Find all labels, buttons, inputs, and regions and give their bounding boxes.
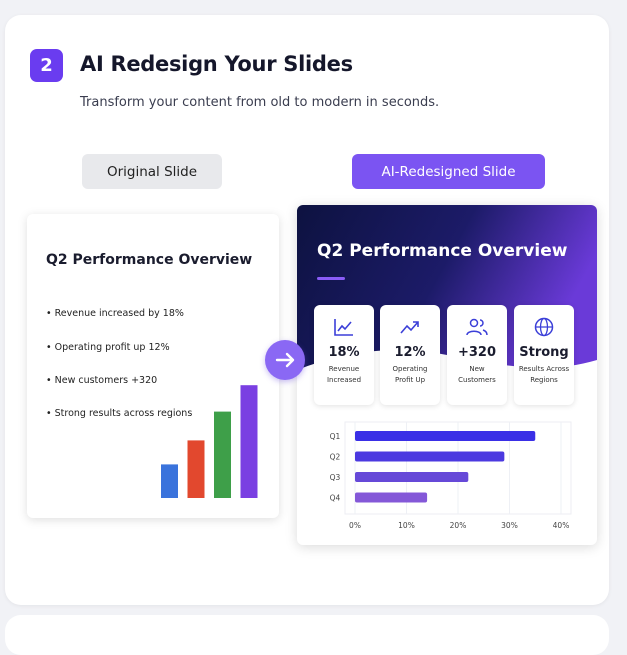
y-tick-label: Q4 — [330, 494, 341, 503]
bullet: • Revenue increased by 18% — [46, 308, 184, 319]
stat-label: Results Across Regions — [518, 365, 570, 384]
stat-card: Strong Results Across Regions — [514, 305, 574, 405]
bar — [240, 385, 258, 498]
stat-card: 18% Revenue Increased — [314, 305, 374, 405]
page: AI Redesign Your Slides { "step": "2", "… — [5, 15, 609, 655]
stat-card: +320 New Customers — [447, 305, 507, 405]
stat-value: +320 — [457, 345, 497, 360]
bullet: • Strong results across regions — [46, 408, 192, 419]
y-tick-label: Q1 — [330, 432, 341, 441]
x-tick-label: 30% — [501, 521, 518, 530]
stat-value: Strong — [519, 345, 569, 360]
next-card — [5, 615, 609, 655]
arrow-icon — [275, 352, 295, 368]
icon — [466, 318, 488, 336]
slide-title: Q2 Performance Overview — [317, 241, 568, 261]
slide-title: Q2 Performance Overview — [46, 252, 253, 268]
bar — [355, 492, 428, 503]
bar — [355, 431, 536, 441]
bar — [187, 440, 205, 498]
bar — [355, 472, 469, 482]
bullet-text: Revenue increased by 18% — [54, 308, 184, 319]
x-tick-label: 20% — [450, 521, 467, 530]
stat-value: 18% — [328, 345, 360, 360]
original-slide — [27, 214, 279, 518]
section-title: AI Redesign Your Slides — [80, 52, 353, 76]
bullet-dot: • — [46, 342, 55, 353]
bar — [214, 411, 231, 498]
step-badge: 2 — [30, 49, 63, 82]
tab[interactable]: AI-Redesigned Slide — [352, 154, 545, 189]
bullet-text: Operating profit up 12% — [54, 342, 170, 353]
icon — [400, 321, 419, 334]
bar — [355, 451, 505, 462]
x-tick-label: 40% — [553, 521, 570, 530]
icon — [334, 319, 353, 336]
section-subtitle: Transform your content from old to moder… — [80, 95, 440, 110]
stat-label: New Customers — [458, 365, 496, 384]
bullet: • New customers +320 — [46, 375, 157, 386]
x-tick-label: 10% — [398, 521, 415, 530]
bullet: • Operating profit up 12% — [46, 342, 170, 353]
stat-value: 12% — [394, 345, 426, 360]
bullet-text: Strong results across regions — [54, 408, 193, 419]
stat-label: Operating Profit Up — [392, 365, 428, 384]
page-body: 2 AI Redesign Your Slides Transform your… — [5, 15, 609, 655]
stat-label: Revenue Increased — [326, 365, 362, 384]
stat-card: 12% Operating Profit Up — [380, 305, 440, 405]
x-tick-label: 0% — [349, 521, 361, 530]
icon — [534, 317, 554, 337]
bullet-dot: • — [46, 408, 55, 419]
arrow-button[interactable] — [265, 340, 305, 380]
bullet-dot: • — [46, 308, 55, 319]
y-tick-label: Q3 — [330, 473, 341, 482]
bullet-dot: • — [46, 375, 55, 386]
tab[interactable]: Original Slide — [82, 154, 222, 189]
y-tick-label: Q2 — [330, 453, 341, 462]
redesigned-chart: 0% 10% 20% 30% 40% Q1 Q2 Q3 Q4 — [330, 421, 572, 530]
bullet-text: New customers +320 — [54, 375, 158, 386]
original-chart — [161, 385, 258, 498]
bar — [161, 464, 178, 498]
